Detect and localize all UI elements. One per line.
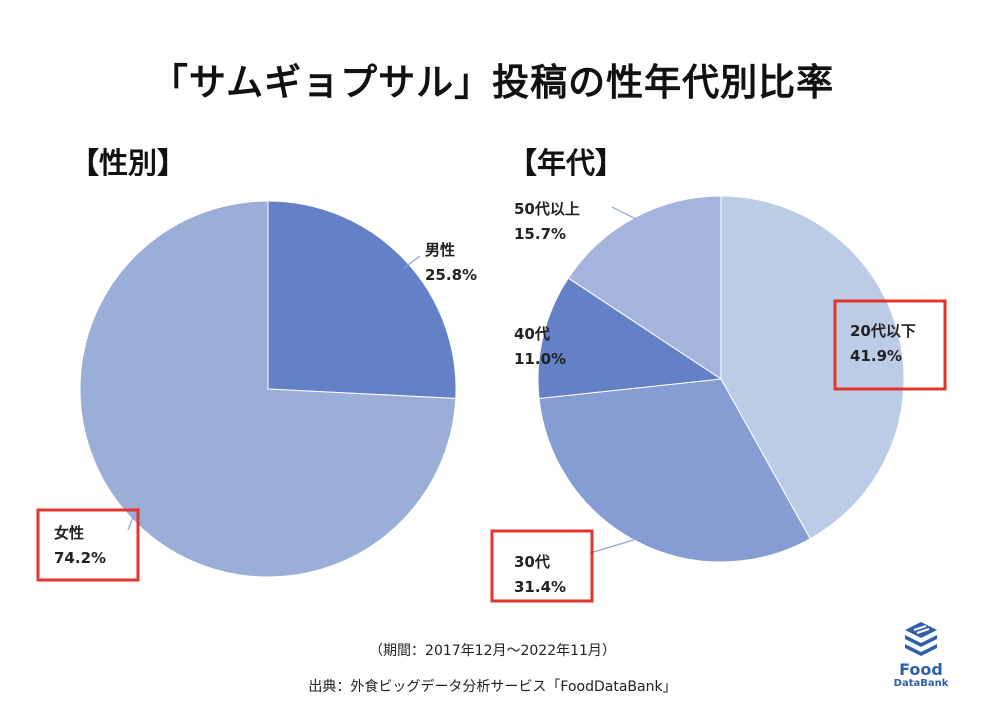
value-label-1-2: 11.0% <box>514 350 566 368</box>
logo-word: Food <box>899 660 943 679</box>
pie-slice-1-0 <box>720 195 905 540</box>
category-label-1-2: 40代 <box>514 325 550 343</box>
period-note: （期間：2017年12月〜2022年11月） <box>369 643 616 659</box>
category-label-1-0: 20代以下 <box>850 322 916 340</box>
highlight-box-1-0 <box>833 299 947 391</box>
label-leader-0-0 <box>403 255 421 269</box>
category-label-0-1: 女性 <box>54 524 84 542</box>
category-label-0-0: 男性 <box>425 241 455 259</box>
age-chart-heading: 【年代】 <box>508 146 625 180</box>
pie-slice-0-1 <box>79 200 457 578</box>
stacked-plates-icon <box>905 622 937 656</box>
pie-slice-0-0 <box>267 200 457 399</box>
value-label-0-1: 74.2% <box>54 549 106 567</box>
highlight-box-1-1 <box>490 529 594 603</box>
value-label-1-0: 41.9% <box>850 347 902 365</box>
gender-chart-heading: 【性別】 <box>70 146 187 180</box>
highlight-box-0-1 <box>36 508 140 582</box>
value-label-1-3: 15.7% <box>514 225 566 243</box>
value-label-0-0: 25.8% <box>425 266 477 284</box>
label-leader-1-3 <box>611 206 637 220</box>
category-label-1-1: 30代 <box>514 553 550 571</box>
category-label-1-3: 50代以上 <box>514 200 580 218</box>
pie-slice-1-1 <box>538 378 811 563</box>
label-leader-1-1 <box>589 537 641 554</box>
value-label-1-1: 31.4% <box>514 578 566 596</box>
fooddatabank-logo: Food DataBank <box>886 620 956 690</box>
pie-slice-1-2 <box>537 277 723 400</box>
page-title: 「サムギョプサル」投稿の性年代別比率 <box>150 61 835 104</box>
source-note: 出典：外食ビッグデータ分析サービス「FoodDataBank」 <box>308 679 677 695</box>
logo-sub: DataBank <box>893 678 949 689</box>
label-leader-0-1 <box>127 509 137 531</box>
